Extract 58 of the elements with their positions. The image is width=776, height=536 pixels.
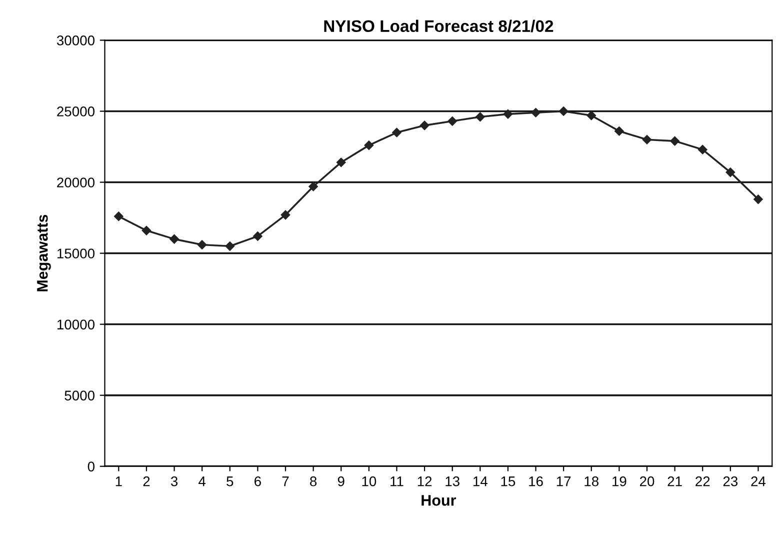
y-tick-label: 20000 bbox=[57, 178, 94, 188]
x-tick-label: 2 bbox=[143, 476, 150, 486]
y-axis-title: Megawatts bbox=[37, 214, 51, 292]
point bbox=[364, 140, 374, 150]
x-tick-label: 20 bbox=[640, 476, 654, 486]
point bbox=[308, 182, 318, 192]
x-tick-label: 4 bbox=[198, 476, 206, 486]
x-axis-title: Hour bbox=[422, 495, 456, 506]
x-tick-label: 21 bbox=[668, 476, 682, 486]
y-tick-label: 5000 bbox=[64, 390, 94, 400]
x-tick-label: 6 bbox=[254, 476, 261, 486]
point bbox=[476, 112, 485, 122]
x-tick-label: 11 bbox=[390, 476, 404, 486]
point bbox=[642, 135, 652, 144]
y-tick-label: 0 bbox=[88, 462, 94, 472]
point bbox=[586, 110, 596, 120]
x-tick-label: 12 bbox=[418, 476, 432, 486]
point bbox=[142, 226, 152, 236]
x-tick-label: 16 bbox=[529, 476, 543, 486]
point bbox=[614, 126, 624, 136]
point bbox=[253, 232, 262, 241]
x-tick-label: 7 bbox=[282, 476, 289, 486]
y-tick-label: 30000 bbox=[56, 36, 94, 46]
x-tick-label: 17 bbox=[556, 476, 571, 486]
x-tick-label: 1 bbox=[116, 476, 122, 486]
chart-title: NYISO Load Forecast 8/21/02 bbox=[324, 20, 554, 32]
x-tick-label: 13 bbox=[446, 476, 460, 486]
point bbox=[670, 136, 680, 146]
point bbox=[170, 234, 179, 244]
x-tick-label: 5 bbox=[226, 476, 234, 486]
point bbox=[698, 144, 708, 154]
y-tick-label: 15000 bbox=[57, 248, 94, 258]
point bbox=[114, 212, 124, 221]
x-tick-label: 19 bbox=[612, 476, 626, 486]
x-tick-label: 18 bbox=[584, 476, 598, 486]
point bbox=[558, 106, 568, 116]
point bbox=[225, 242, 235, 251]
point bbox=[531, 108, 540, 118]
x-tick-label: 22 bbox=[696, 476, 710, 486]
point bbox=[336, 158, 346, 167]
x-tick-label: 14 bbox=[473, 476, 488, 486]
x-tick-label: 10 bbox=[362, 476, 376, 486]
point bbox=[280, 210, 290, 220]
point bbox=[197, 240, 207, 250]
x-tick-label: 3 bbox=[170, 476, 178, 486]
point bbox=[726, 168, 736, 177]
x-tick-label: 24 bbox=[751, 476, 766, 486]
x-tick-label: 23 bbox=[723, 476, 738, 486]
y-tick-label: 25000 bbox=[57, 106, 94, 116]
y-tick-label: 10000 bbox=[57, 320, 94, 330]
point bbox=[448, 116, 457, 126]
x-tick-label: 8 bbox=[310, 476, 317, 486]
point bbox=[503, 109, 513, 119]
x-tick-label: 15 bbox=[501, 476, 516, 486]
point bbox=[392, 128, 402, 138]
point bbox=[420, 120, 430, 130]
point bbox=[754, 194, 763, 204]
x-tick-label: 9 bbox=[338, 476, 344, 486]
